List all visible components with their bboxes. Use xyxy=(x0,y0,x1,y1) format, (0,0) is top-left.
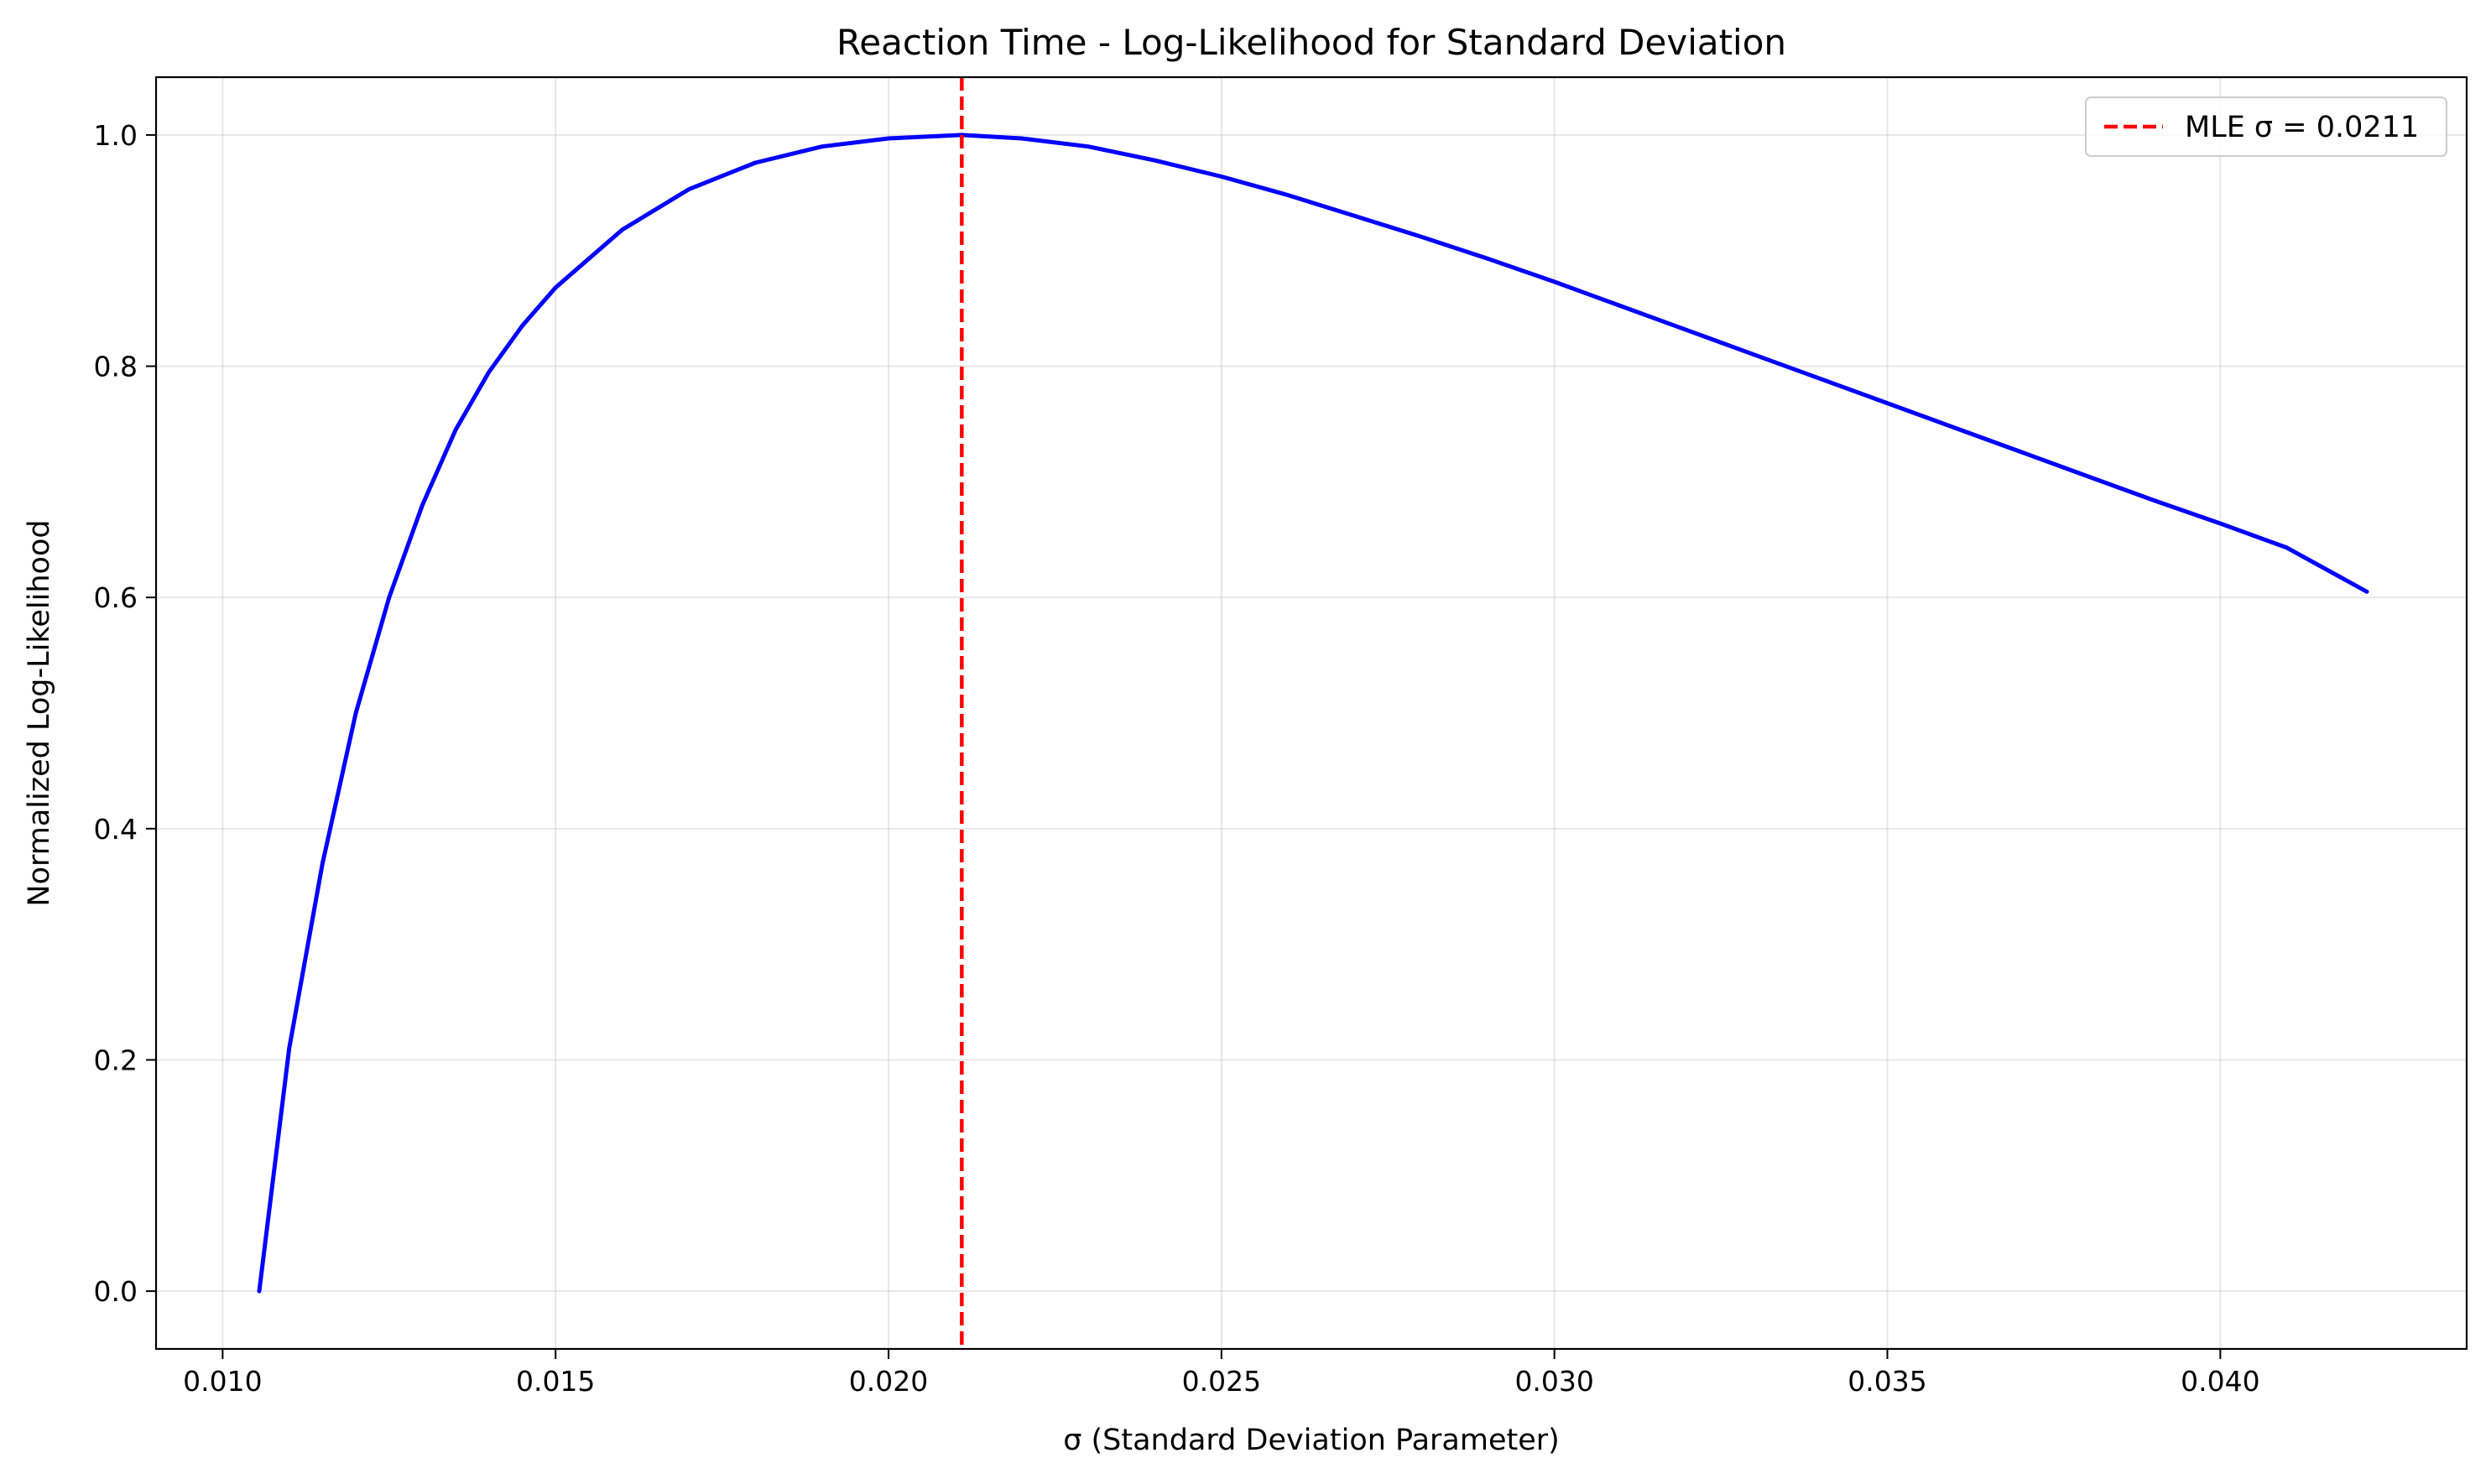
plot-area xyxy=(257,77,2369,1349)
series-line-0 xyxy=(257,133,2369,1294)
y-tick-label: 0.0 xyxy=(94,1275,138,1308)
chart-title: Reaction Time - Log-Likelihood for Stand… xyxy=(836,22,1786,63)
y-tick-label: 1.0 xyxy=(94,119,138,152)
grid xyxy=(156,77,2467,1349)
x-tick-label: 0.010 xyxy=(183,1365,262,1398)
x-tick-label: 0.040 xyxy=(2181,1365,2259,1398)
legend-box xyxy=(2085,96,2447,157)
legend-label-mle: MLE σ = 0.0211 xyxy=(2185,111,2419,144)
axes-frame xyxy=(154,76,2468,1351)
x-tick-label: 0.030 xyxy=(1514,1365,1593,1398)
y-tick-label: 0.6 xyxy=(94,581,138,614)
x-tick-label: 0.025 xyxy=(1182,1365,1261,1398)
y-axis-label: Normalized Log-Likelihood xyxy=(23,519,56,906)
legend: MLE σ = 0.0211 xyxy=(2085,96,2447,157)
y-tick-label: 0.8 xyxy=(94,351,138,383)
y-tick-label: 0.4 xyxy=(94,813,138,846)
y-tick-label: 0.2 xyxy=(94,1044,138,1076)
x-tick-label: 0.020 xyxy=(849,1365,928,1398)
x-tick-label: 0.015 xyxy=(516,1365,595,1398)
x-axis-label: σ (Standard Deviation Parameter) xyxy=(1063,1424,1560,1457)
ticks: 0.010 0.015 0.020 0.025 0.030 0.035 0.040 0.0 0.… xyxy=(94,119,2260,1398)
x-tick-label: 0.035 xyxy=(1847,1365,1926,1398)
